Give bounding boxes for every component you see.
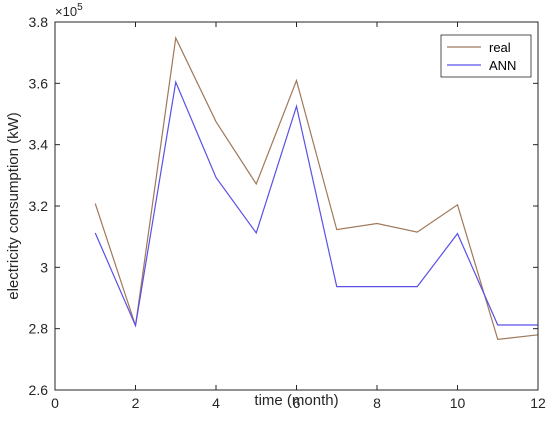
x-tick-label: 4: [212, 395, 220, 411]
x-tick-label: 2: [132, 395, 140, 411]
y-tick-label: 2.6: [29, 382, 49, 398]
y-axis-title: electricity consumption (kW): [5, 112, 22, 300]
y-tick-label: 3: [40, 259, 48, 275]
x-tick-label: 0: [51, 395, 59, 411]
legend: real ANN: [440, 34, 532, 78]
legend-label-real: real: [489, 40, 511, 55]
x-tick-label: 12: [530, 395, 546, 411]
x-axis-title: time (month): [254, 392, 338, 409]
y-exponent-power: 5: [77, 2, 83, 13]
legend-box: [440, 34, 532, 78]
y-tick-label: 2.8: [29, 321, 49, 337]
series-line-real: [94, 35, 539, 341]
y-tick-label: 3.8: [29, 14, 49, 30]
y-tick-label: 3.4: [29, 137, 49, 153]
legend-label-ann: ANN: [489, 58, 516, 73]
y-axis-exponent: ×105: [55, 2, 83, 19]
x-tick-label: 8: [373, 395, 381, 411]
x-tick-label: 6: [293, 395, 301, 411]
series-lines: [94, 35, 539, 341]
y-tick-label: 3.6: [29, 75, 49, 91]
axis-ticks: 0 2 4 6 8 10 12 2.6 2.8 3 3.2 3.4 3.6 3.8: [29, 14, 546, 411]
y-exponent-base: ×10: [55, 4, 77, 19]
series-line-ann: [94, 79, 538, 328]
x-tick-label: 10: [450, 395, 466, 411]
y-tick-label: 3.2: [29, 198, 49, 214]
